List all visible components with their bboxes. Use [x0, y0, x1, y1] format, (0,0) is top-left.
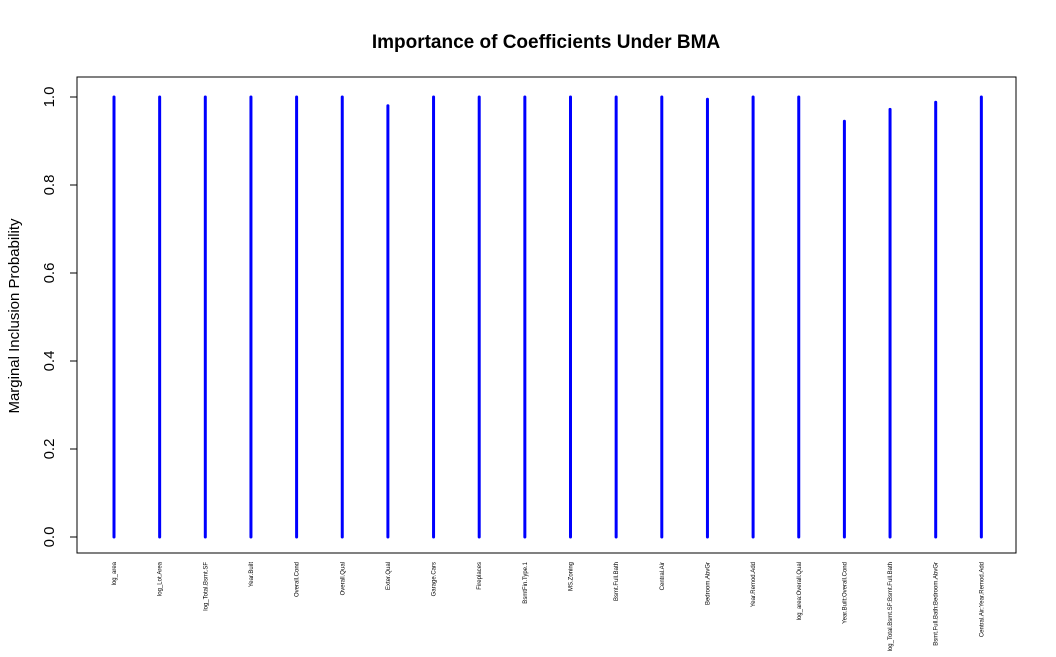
x-tick-label: Central.Air [660, 562, 666, 590]
x-tick-label: Year.Built [249, 562, 255, 587]
y-axis: 0.0 0.2 0.4 0.6 0.8 1.0 [41, 87, 78, 548]
x-tick-label: Bedroom.AbvGr [705, 562, 711, 605]
x-tick-labels: log_area log_Lot.Area log_Total.Bsmt.SF Yea… [112, 561, 985, 651]
x-tick-label: log_area:Overall.Qual [797, 562, 803, 620]
x-tick-label: log_Total.Bsmt.SF:Bsmt.Full.Bath [888, 562, 894, 651]
x-tick-label: MS.Zoning [569, 562, 575, 591]
x-tick-label: Overall.Qual [340, 562, 346, 595]
x-tick-label: Exter.Qual [386, 562, 392, 590]
x-tick-label: Overall.Cond [295, 562, 301, 597]
y-tick-label: 0.2 [41, 439, 58, 460]
bars [112, 95, 983, 539]
x-tick-label: BsmtFin.Type.1 [523, 561, 529, 603]
y-tick-label: 0.6 [41, 263, 58, 284]
y-tick-label: 0.8 [41, 175, 58, 196]
x-tick-label: log_area [112, 561, 118, 585]
y-axis-label: Marginal Inclusion Probability [6, 218, 23, 414]
x-tick-label: Bsmt.Full.Bath [614, 562, 620, 601]
x-tick-label: Year.Built:Overall.Cond [842, 562, 848, 624]
x-tick-label: Garage.Cars [432, 562, 438, 596]
x-tick-label: Year.Remod.Add [751, 562, 757, 607]
x-tick-label: log_Total.Bsmt.SF [203, 562, 209, 611]
x-tick-label: log_Lot.Area [158, 561, 164, 596]
y-tick-label: 0.0 [41, 527, 58, 548]
y-tick-label: 0.4 [41, 351, 58, 372]
x-tick-label: Fireplaces [477, 562, 483, 590]
x-tick-label: Bsmt.Full.Bath:Bedroom.AbvGr [934, 562, 940, 646]
plot-frame [76, 76, 1017, 554]
chart-title: Importance of Coefficients Under BMA [372, 32, 721, 53]
x-tick-label: Central.Air:Year.Remod.Add [979, 562, 985, 637]
y-tick-label: 1.0 [41, 87, 58, 108]
